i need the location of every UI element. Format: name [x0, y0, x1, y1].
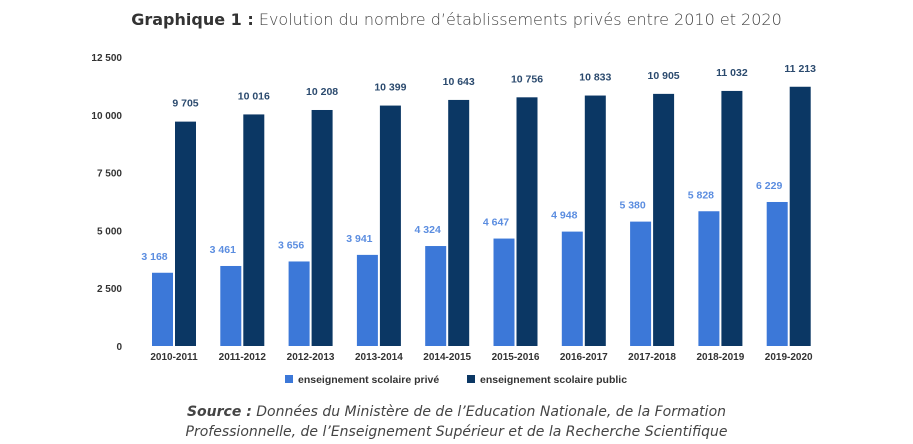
bar-private: [152, 272, 173, 346]
y-tick-label: 12 500: [91, 53, 122, 64]
x-tick-label: 2019-2020: [765, 352, 813, 363]
data-label-private: 3 656: [278, 239, 304, 251]
data-label-public: 11 032: [716, 67, 748, 79]
bar-private: [425, 246, 447, 346]
x-tick-label: 2013-2014: [355, 352, 403, 363]
source-label: Source :: [186, 404, 252, 420]
data-label-private: 6 229: [756, 180, 782, 192]
legend-swatch-private: [285, 375, 293, 383]
bar-public: [448, 99, 470, 346]
bar-private: [356, 254, 378, 346]
x-tick-label: 2016-2017: [560, 352, 608, 363]
data-label-public: 10 643: [443, 76, 475, 88]
data-label-public: 11 213: [784, 63, 816, 75]
bar-public: [721, 90, 743, 347]
y-tick-label: 2 500: [97, 284, 122, 295]
source-line-1: Données du Ministère de de l’Education N…: [256, 404, 727, 420]
y-tick-label: 5 000: [97, 226, 122, 237]
title-prefix: Graphique 1 :: [131, 10, 254, 29]
data-label-private: 4 324: [415, 224, 441, 236]
bar-public: [653, 93, 675, 346]
bar-public: [175, 121, 196, 347]
x-tick-label: 2015-2016: [492, 352, 540, 363]
y-tick-label: 7 500: [97, 169, 122, 180]
data-label-public: 10 208: [306, 86, 338, 98]
legend-label-private: enseignement scolaire privé: [298, 374, 439, 386]
data-label-private: 4 647: [483, 217, 509, 229]
data-label-public: 10 905: [648, 70, 680, 82]
bar-private: [220, 265, 242, 346]
source-note: Source : Données du Ministère de de l’Ed…: [0, 402, 913, 442]
bar-public: [584, 95, 606, 346]
chart-title: Graphique 1 : Evolution du nombre d’étab…: [0, 10, 913, 29]
x-tick-label: 2012-2013: [287, 352, 335, 363]
data-label-private: 3 461: [210, 244, 236, 256]
x-tick-label: 2017-2018: [628, 352, 676, 363]
data-label-public: 10 756: [511, 73, 543, 85]
data-label-public: 9 705: [172, 98, 198, 110]
x-tick-label: 2011-2012: [219, 352, 267, 363]
bar-public: [243, 114, 265, 346]
bar-private: [698, 211, 720, 346]
bar-private: [288, 261, 310, 346]
data-label-private: 3 941: [346, 233, 372, 245]
bar-private: [630, 221, 652, 346]
x-tick-label: 2014-2015: [423, 352, 471, 363]
bar-public: [789, 86, 811, 347]
bar-private: [766, 201, 788, 346]
data-label-public: 10 016: [238, 90, 270, 102]
legend-swatch-public: [467, 375, 475, 383]
bar-private: [561, 231, 583, 346]
bar-public: [379, 105, 401, 346]
bar-public: [311, 109, 333, 346]
title-text: Evolution du nombre d’établissements pri…: [258, 10, 782, 29]
source-line-2: Professionnelle, de l’Enseignement Supér…: [185, 424, 728, 440]
x-tick-label: 2018-2019: [696, 352, 744, 363]
y-tick-label: 0: [116, 342, 122, 353]
data-label-private: 3 168: [141, 251, 167, 263]
data-label-public: 10 833: [579, 72, 611, 84]
bar-private: [493, 238, 515, 346]
data-label-private: 5 828: [688, 189, 714, 201]
data-label-private: 4 948: [551, 210, 577, 222]
bar-public: [516, 97, 538, 346]
data-label-private: 5 380: [619, 200, 645, 212]
legend-label-public: enseignement scolaire public: [480, 374, 627, 386]
data-label-public: 10 399: [374, 82, 406, 94]
y-tick-label: 10 000: [91, 111, 122, 122]
x-tick-label: 2010-2011: [150, 352, 198, 363]
